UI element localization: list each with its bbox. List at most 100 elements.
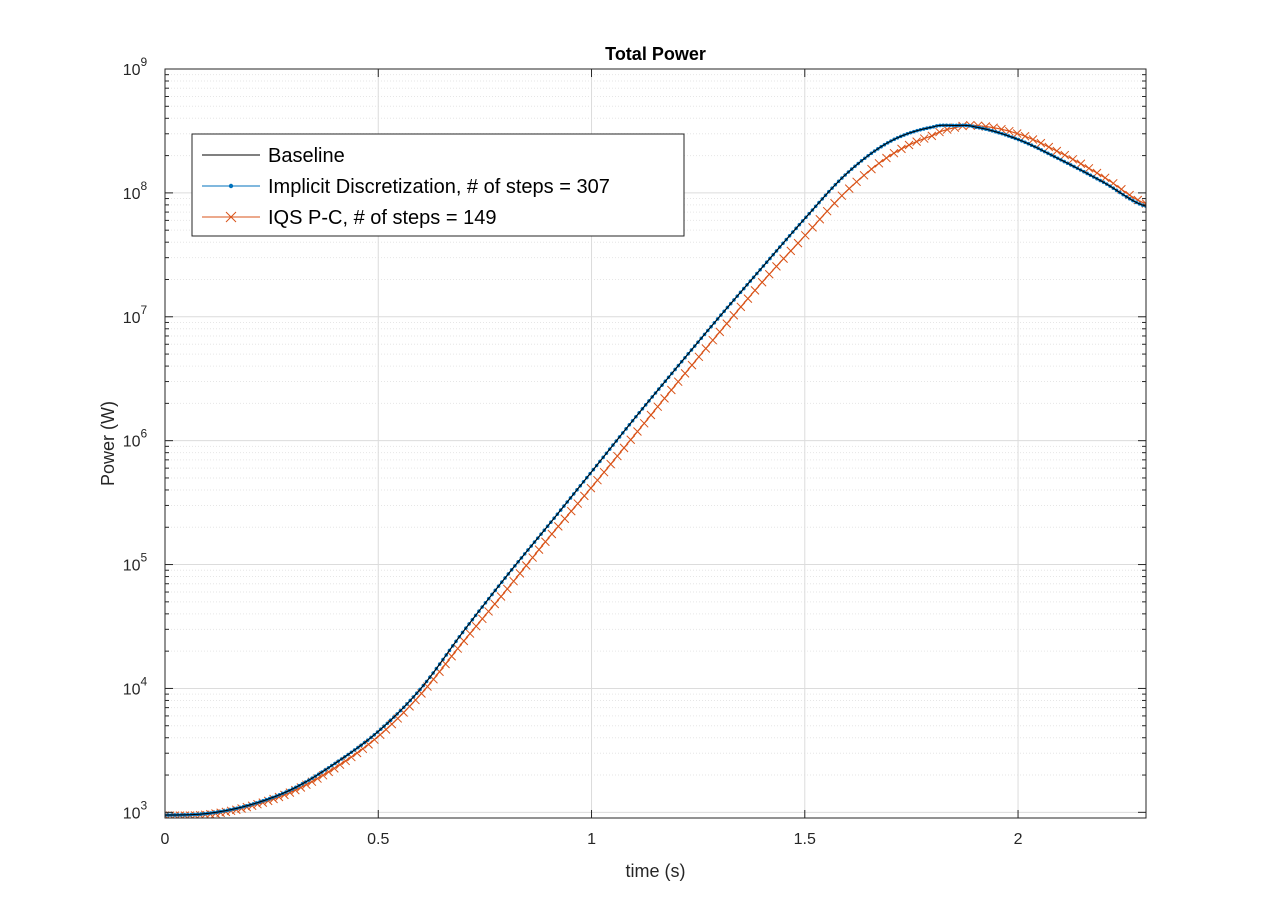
- data-point: [1036, 138, 1046, 148]
- x-tick-label: 1: [587, 831, 596, 848]
- data-point: [852, 177, 861, 187]
- data-point: [566, 506, 576, 516]
- data-point: [867, 164, 876, 174]
- data-point: [560, 514, 570, 524]
- data-point: [729, 310, 739, 320]
- data-point: [822, 206, 832, 216]
- axes-box: [164, 68, 1147, 819]
- data-point: [808, 223, 817, 232]
- data-point: [496, 592, 506, 601]
- data-point: [927, 131, 937, 141]
- x-tick-labels: 0 0.5 1 1.5 2: [161, 831, 1023, 848]
- data-point: [465, 629, 475, 638]
- legend-box: [191, 133, 685, 237]
- data-point: [667, 385, 676, 395]
- data-point: [786, 246, 796, 256]
- data-point: [626, 435, 636, 445]
- tick-marks: [164, 68, 1146, 819]
- data-point: [459, 636, 469, 646]
- data-point: [553, 521, 563, 531]
- data-point: [673, 377, 683, 387]
- legend-entry-0: Baseline: [202, 145, 345, 167]
- data-point: [541, 537, 550, 547]
- data-point: [453, 644, 463, 653]
- data-point: [586, 483, 596, 493]
- data-point: [830, 198, 839, 208]
- legend: Baseline Implicit Discretization, # of st…: [191, 133, 685, 237]
- data-point: [919, 134, 929, 143]
- data-point: [653, 402, 663, 412]
- legend-swatch-marker: [228, 183, 234, 189]
- data-point: [302, 780, 311, 790]
- y-tick-label: 107: [123, 303, 148, 327]
- data-point: [800, 230, 810, 240]
- data-point: [593, 475, 602, 485]
- y-tick-exponent: 3: [141, 798, 148, 812]
- y-tick-base: 10: [123, 434, 141, 451]
- y-tick-base: 10: [123, 558, 141, 575]
- legend-label: Baseline: [268, 145, 345, 167]
- data-point: [521, 561, 531, 570]
- y-tick-exponent: 8: [141, 179, 148, 193]
- y-axis-label: Power (W): [98, 401, 118, 486]
- data-point: [1084, 163, 1094, 173]
- data-point: [889, 148, 899, 158]
- data-point: [1044, 142, 1054, 152]
- y-tick-label: 103: [123, 798, 148, 822]
- series-line: [165, 124, 1146, 816]
- data-point: [646, 410, 656, 420]
- data-point: [639, 418, 649, 428]
- data-point: [599, 467, 609, 477]
- data-point: [477, 614, 487, 624]
- data-point: [221, 807, 231, 817]
- data-point: [515, 569, 525, 578]
- y-tick-base: 10: [123, 805, 141, 822]
- legend-entries: Baseline Implicit Discretization, # of st…: [202, 145, 610, 229]
- data-point: [837, 191, 847, 201]
- y-tick-exponent: 7: [141, 303, 148, 317]
- data-point: [882, 153, 891, 163]
- data-point: [779, 254, 788, 263]
- data-point: [715, 327, 725, 337]
- data-point: [606, 459, 616, 469]
- data-point: [687, 360, 697, 370]
- data-point: [613, 451, 622, 461]
- data-point: [680, 369, 690, 378]
- y-tick-base: 10: [123, 310, 141, 327]
- data-point: [547, 529, 557, 539]
- y-tick-label: 106: [123, 427, 148, 451]
- data-point: [619, 443, 629, 453]
- chart-title: Total Power: [605, 44, 706, 64]
- data-point: [694, 352, 704, 362]
- x-tick-label: 1.5: [794, 831, 816, 848]
- y-tick-exponent: 4: [141, 674, 148, 688]
- data-point: [1068, 154, 1078, 164]
- y-tick-exponent: 9: [141, 55, 148, 69]
- x-axis-label: time (s): [626, 861, 686, 881]
- data-point: [722, 319, 732, 328]
- y-tick-base: 10: [123, 186, 141, 203]
- legend-label: IQS P-C, # of steps = 149: [268, 207, 496, 229]
- data-point: [750, 286, 760, 295]
- y-tick-label: 105: [123, 551, 148, 575]
- series-layer: [165, 120, 1146, 818]
- data-point: [1060, 150, 1070, 160]
- x-tick-label: 2: [1014, 831, 1023, 848]
- data-point: [573, 499, 583, 508]
- data-point: [579, 491, 589, 501]
- data-point: [1020, 131, 1030, 141]
- series-0: [165, 124, 1146, 816]
- data-point: [844, 184, 854, 193]
- data-point: [701, 344, 711, 353]
- data-point: [1100, 173, 1110, 183]
- data-point: [1052, 146, 1062, 156]
- data-point: [534, 545, 544, 554]
- y-tick-label: 109: [123, 55, 148, 79]
- y-tick-exponent: 5: [141, 551, 148, 565]
- data-point: [528, 553, 537, 562]
- legend-entry-1: Implicit Discretization, # of steps = 30…: [202, 176, 610, 198]
- data-point: [815, 214, 825, 224]
- data-point: [471, 621, 481, 631]
